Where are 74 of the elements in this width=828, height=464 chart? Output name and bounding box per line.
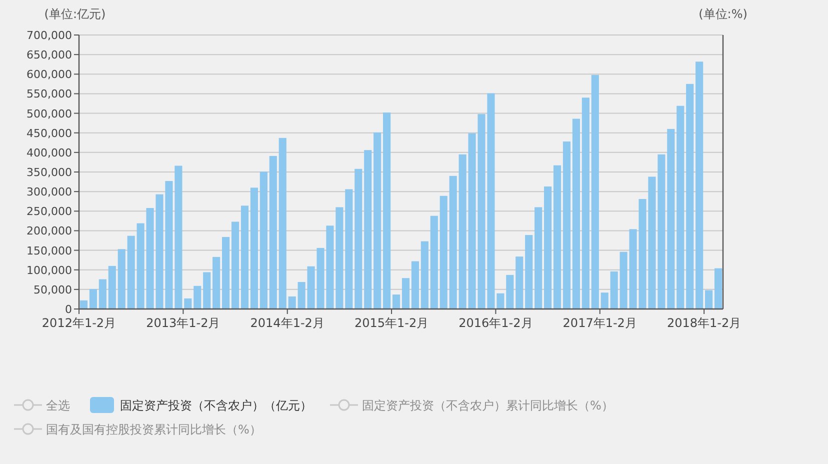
y2-axis-title: (单位:%) [698, 7, 748, 21]
y-tick-label: 700,000 [26, 29, 72, 42]
bar [440, 196, 448, 309]
y-tick-label: 150,000 [26, 244, 72, 258]
y-tick-label: 400,000 [26, 146, 72, 160]
bar [506, 274, 514, 309]
bar [667, 128, 675, 309]
bar [686, 84, 694, 309]
bar [288, 296, 296, 309]
bar [449, 176, 457, 309]
y-tick-label: 100,000 [26, 264, 72, 277]
y-tick-label: 500,000 [26, 107, 72, 120]
bar [260, 172, 268, 309]
y-tick-label: 450,000 [26, 126, 72, 140]
bar [553, 165, 562, 309]
bar [231, 222, 240, 309]
bar [184, 298, 192, 309]
bar [562, 141, 571, 309]
bar [516, 256, 524, 309]
bar [525, 235, 533, 309]
bar [600, 292, 608, 309]
x-tick-label: 2014年1-2月 [250, 316, 324, 330]
bar [222, 236, 230, 309]
bar [705, 290, 713, 309]
bar [354, 168, 362, 309]
bar [420, 241, 428, 309]
y-axis-title: (单位:亿元) [44, 7, 106, 21]
bar [411, 261, 419, 309]
bar [80, 300, 88, 309]
bar [98, 279, 106, 309]
bar [696, 62, 704, 309]
bar [610, 271, 618, 309]
bar [364, 150, 372, 309]
x-tick-label: 2017年1-2月 [562, 316, 637, 330]
bar [108, 266, 116, 309]
bar [250, 188, 258, 309]
bar [582, 98, 590, 309]
bar [127, 236, 135, 309]
x-tick-label: 2012年1-2月 [42, 316, 116, 330]
y-tick-label: 250,000 [26, 205, 72, 218]
bar [89, 289, 97, 309]
bar [203, 272, 211, 309]
bar [118, 249, 126, 309]
y-tick-label: 50,000 [34, 283, 72, 296]
bar [269, 156, 277, 309]
x-tick-label: 2018年1-2月 [666, 316, 742, 330]
y-tick-label: 600,000 [26, 68, 72, 82]
bar [345, 189, 353, 309]
bar [278, 138, 286, 309]
bar [572, 118, 580, 309]
legend-label: 固定资产投资（不含农户）（亿元） [120, 398, 312, 412]
y-tick-label: 550,000 [26, 88, 72, 101]
bar [402, 278, 410, 309]
bar [544, 186, 552, 309]
bar [374, 132, 382, 309]
bar [714, 268, 722, 309]
bar [534, 207, 542, 309]
bar [591, 74, 599, 309]
y-tick-label: 0 [65, 303, 72, 316]
y-tick-label: 200,000 [26, 224, 72, 238]
y-tick-label: 350,000 [26, 166, 72, 179]
x-tick-label: 2015年1-2月 [354, 316, 429, 330]
y-tick-label: 300,000 [26, 186, 72, 199]
bar [383, 112, 391, 309]
bar [392, 294, 400, 309]
bar [430, 216, 438, 309]
x-tick-label: 2013年1-2月 [146, 316, 220, 330]
bar [194, 286, 202, 309]
bar [676, 106, 684, 309]
y-tick-label: 650,000 [26, 48, 72, 62]
bar [240, 206, 249, 309]
legend: 全选 固定资产投资（不含农户）（亿元） 固定资产投资（不含农户）累计同比增长（%） 国有及国有控股投资累计同比增长（%） [14, 397, 614, 436]
bar [212, 256, 220, 309]
x-tick-label: 2016年1-2月 [458, 316, 533, 330]
